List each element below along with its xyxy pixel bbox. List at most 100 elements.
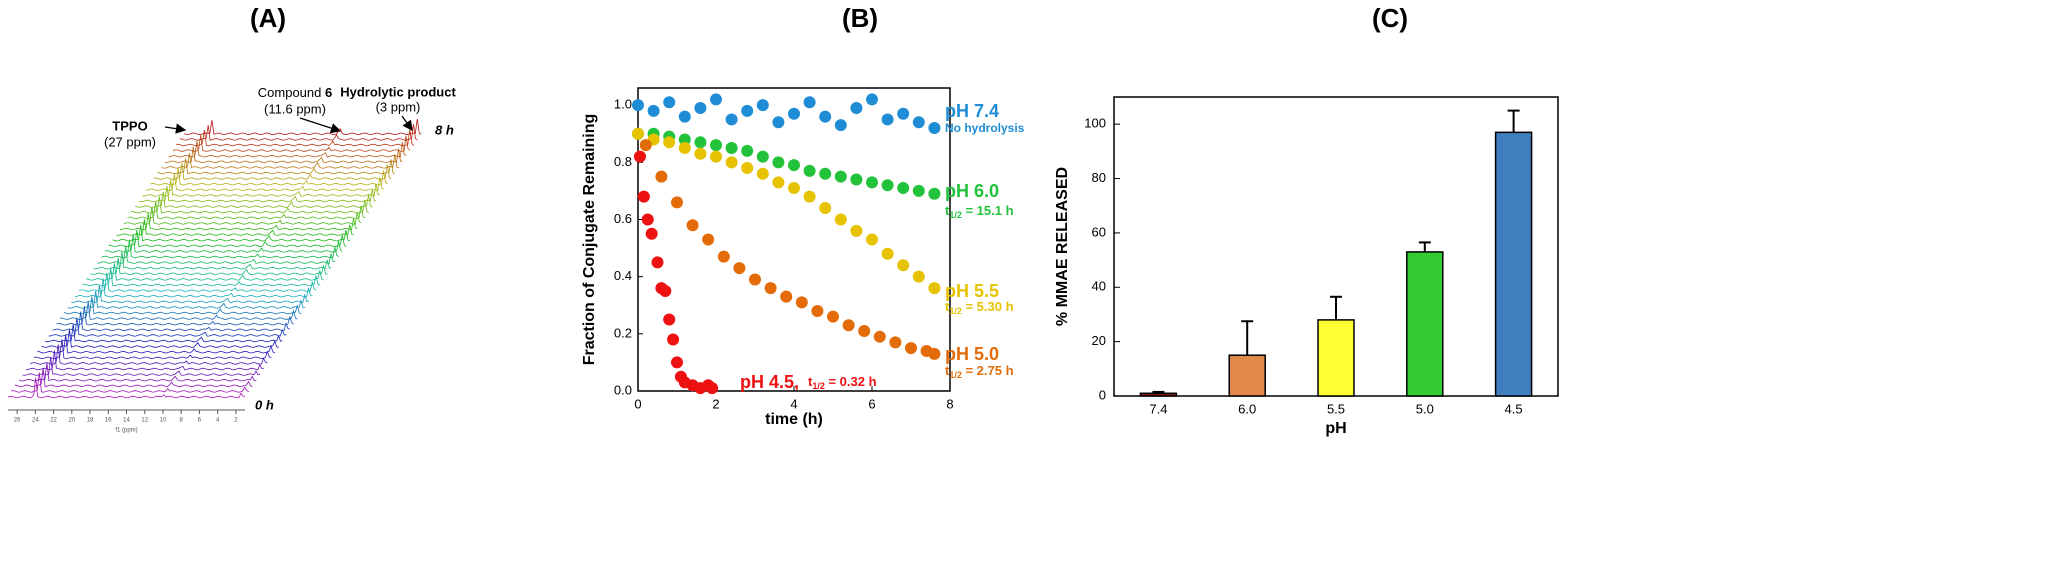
data-point bbox=[850, 102, 863, 115]
spectrum-trace bbox=[131, 196, 370, 214]
data-point bbox=[663, 136, 676, 149]
annotation: Hydrolytic product bbox=[340, 84, 456, 99]
y-axis-title: Fraction of Conjugate Remaining bbox=[581, 114, 598, 366]
x-tick-label: 12 bbox=[141, 418, 148, 424]
x-tick-label: 10 bbox=[160, 418, 167, 424]
spectrum-trace bbox=[93, 251, 332, 270]
series-label: pH 7.4 bbox=[945, 101, 999, 121]
data-point bbox=[897, 259, 910, 272]
plot-frame bbox=[637, 87, 951, 392]
x-tick-label: 5.5 bbox=[1327, 401, 1345, 416]
spectrum-trace bbox=[97, 245, 336, 264]
data-point bbox=[764, 282, 777, 295]
y-tick-label: 0.6 bbox=[614, 211, 632, 226]
spectrum-trace bbox=[150, 168, 388, 186]
note-text: = 2.75 h bbox=[962, 363, 1014, 378]
x-tick-label: 8 bbox=[180, 418, 184, 424]
note-text: = 0.32 h bbox=[825, 374, 877, 389]
data-point bbox=[671, 356, 683, 369]
y-axis-title: % MMAE RELEASED bbox=[1054, 167, 1071, 326]
data-point bbox=[710, 150, 722, 163]
annotation: (3 ppm) bbox=[376, 99, 421, 114]
bar bbox=[1406, 251, 1444, 397]
spectrum-trace bbox=[142, 179, 381, 197]
x-tick-label: 8 bbox=[946, 396, 953, 411]
y-tick-label: 60 bbox=[1092, 224, 1106, 239]
note-subscript: 1/2 bbox=[949, 210, 962, 220]
x-tick-label: 7.4 bbox=[1149, 401, 1167, 416]
x-tick-label: 5.0 bbox=[1416, 401, 1434, 416]
annotation: TPPO bbox=[112, 118, 147, 133]
data-point bbox=[834, 170, 847, 183]
data-point bbox=[780, 290, 793, 303]
data-point bbox=[717, 250, 730, 263]
data-point bbox=[788, 107, 800, 120]
x-tick-label: 0 bbox=[634, 396, 641, 411]
data-point bbox=[772, 176, 785, 189]
data-point bbox=[834, 213, 847, 226]
panel-label: (A) bbox=[250, 3, 286, 33]
data-point bbox=[772, 156, 785, 169]
annotation-text: Compound bbox=[258, 85, 322, 100]
data-point bbox=[756, 99, 769, 112]
x-tick-label: 2 bbox=[234, 418, 238, 424]
data-point bbox=[928, 187, 941, 200]
bar bbox=[1494, 131, 1533, 397]
y-tick-label: 100 bbox=[1084, 116, 1106, 131]
series-note: t1/2 = 5.30 h bbox=[945, 299, 1014, 316]
time-label: 0 h bbox=[255, 397, 274, 412]
data-point bbox=[756, 167, 769, 180]
bar bbox=[1228, 354, 1266, 397]
data-point bbox=[912, 270, 925, 283]
data-point bbox=[686, 219, 699, 232]
data-point bbox=[803, 164, 816, 177]
note-subscript: 1/2 bbox=[949, 306, 962, 316]
x-tick-label: 24 bbox=[32, 418, 39, 424]
data-point bbox=[803, 190, 816, 203]
spectrum-trace bbox=[120, 212, 358, 231]
data-point bbox=[671, 196, 683, 209]
data-point bbox=[928, 122, 941, 135]
panel-label: (C) bbox=[1372, 3, 1408, 33]
note-text: = 15.1 h bbox=[962, 203, 1014, 218]
arrow bbox=[164, 123, 187, 134]
data-point bbox=[678, 110, 691, 123]
x-axis-title: time (h) bbox=[765, 411, 823, 428]
data-point bbox=[897, 107, 910, 120]
spectrum-trace bbox=[108, 229, 347, 248]
data-point bbox=[663, 96, 676, 109]
data-point bbox=[866, 176, 878, 189]
annotation-number: 6 bbox=[325, 85, 332, 100]
spectrum-trace bbox=[18, 362, 257, 382]
x-tick-label: 16 bbox=[105, 418, 112, 424]
bar bbox=[1317, 319, 1355, 397]
spectrum-trace bbox=[33, 339, 272, 360]
note-text: = 5.30 h bbox=[962, 299, 1014, 314]
x-tick-label: 6.0 bbox=[1238, 401, 1256, 416]
annotation: Compound 6 bbox=[258, 85, 332, 100]
data-point bbox=[678, 133, 691, 146]
series-label: pH 5.5 bbox=[945, 281, 999, 301]
data-point bbox=[889, 336, 902, 349]
note-symbol: t bbox=[945, 363, 950, 378]
data-point bbox=[905, 342, 917, 355]
spectrum-trace bbox=[48, 317, 287, 337]
spectrum-trace bbox=[11, 372, 249, 393]
spectrum-trace bbox=[22, 356, 261, 376]
data-point bbox=[733, 262, 746, 275]
spectrum-trace bbox=[135, 191, 373, 208]
data-point bbox=[866, 93, 878, 106]
spectrum-trace bbox=[30, 344, 268, 365]
series-label: pH 4.5, bbox=[740, 372, 799, 392]
annotation: (11.6 ppm) bbox=[264, 101, 326, 116]
data-point bbox=[651, 256, 664, 269]
spectrum-trace bbox=[116, 219, 354, 236]
spectrum-trace bbox=[176, 129, 415, 147]
data-point bbox=[694, 102, 707, 115]
data-point bbox=[788, 159, 800, 172]
spectrum-trace bbox=[67, 290, 305, 309]
data-point bbox=[873, 330, 886, 343]
data-point bbox=[795, 296, 808, 309]
x-tick-label: 26 bbox=[14, 418, 21, 424]
series-note: t1/2 = 0.32 h bbox=[808, 374, 877, 391]
